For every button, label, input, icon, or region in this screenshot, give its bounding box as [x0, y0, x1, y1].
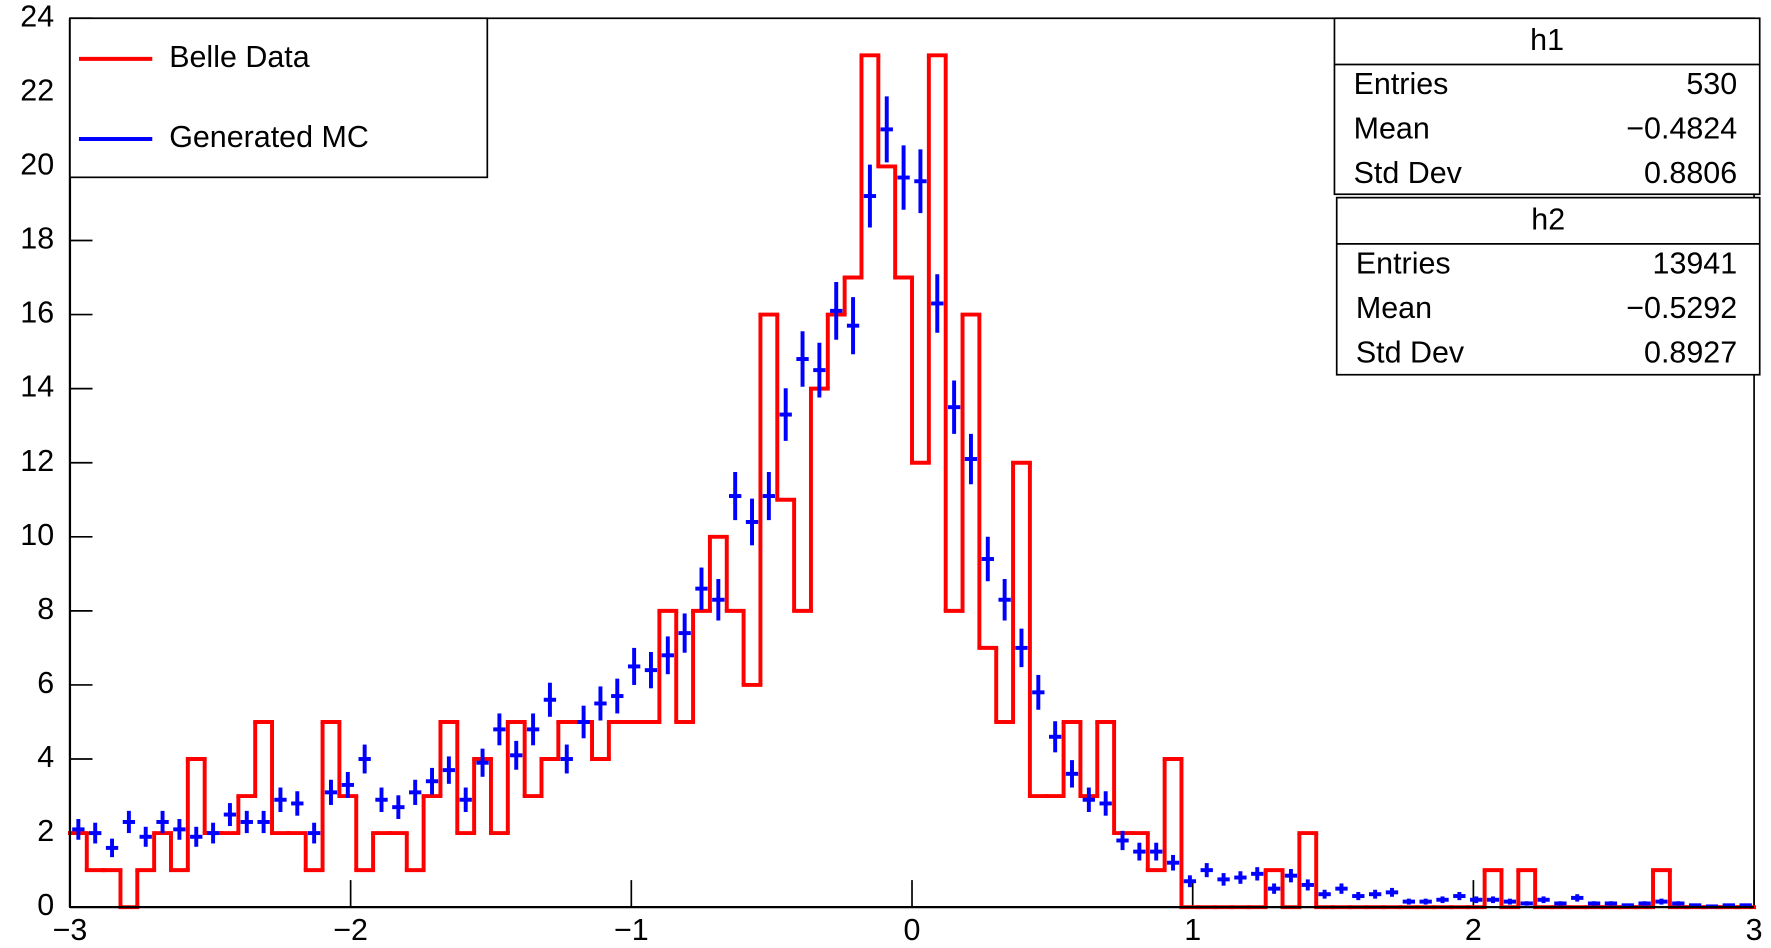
x-tick-label: −2	[333, 913, 368, 947]
stats-value: 0.8806	[1644, 156, 1737, 190]
legend-box	[69, 17, 489, 179]
stats-box	[1335, 196, 1761, 376]
y-tick-label: 8	[37, 592, 54, 626]
stats-title: h2	[1531, 202, 1565, 236]
stats-label: Entries	[1354, 67, 1449, 101]
y-tick-label: 14	[20, 370, 54, 404]
x-tick-label: 2	[1465, 913, 1482, 947]
legend-label: Belle Data	[169, 40, 310, 74]
y-tick-label: 22	[20, 73, 54, 107]
y-tick-label: 2	[37, 814, 54, 848]
x-tick-label: −1	[614, 913, 649, 947]
stats-value: −0.4824	[1626, 112, 1737, 146]
y-tick-label: 4	[37, 740, 54, 774]
legend-label: Generated MC	[169, 120, 369, 154]
stats-title: h1	[1530, 23, 1564, 57]
x-tick-label: −3	[53, 913, 88, 947]
stats-label: Std Dev	[1354, 156, 1463, 190]
stats-value: 0.8927	[1644, 335, 1737, 369]
y-tick-label: 12	[20, 444, 54, 478]
stats-label: Mean	[1356, 291, 1432, 325]
x-tick-label: 1	[1184, 913, 1201, 947]
stats-value: −0.5292	[1626, 291, 1737, 325]
stats-label: Mean	[1354, 112, 1430, 146]
y-tick-label: 10	[20, 518, 54, 552]
stats-box	[1333, 17, 1761, 196]
y-tick-label: 0	[37, 888, 54, 922]
y-tick-label: 20	[20, 147, 54, 181]
stats-label: Entries	[1356, 246, 1451, 280]
x-tick-label: 0	[904, 913, 921, 947]
stats-label: Std Dev	[1356, 335, 1465, 369]
y-tick-label: 18	[20, 222, 54, 256]
x-tick-label: 3	[1746, 913, 1763, 947]
stats-value: 530	[1686, 67, 1737, 101]
stats-value: 13941	[1653, 246, 1738, 280]
y-tick-label: 16	[20, 296, 54, 330]
y-tick-label: 24	[20, 0, 54, 33]
y-tick-label: 6	[37, 666, 54, 700]
